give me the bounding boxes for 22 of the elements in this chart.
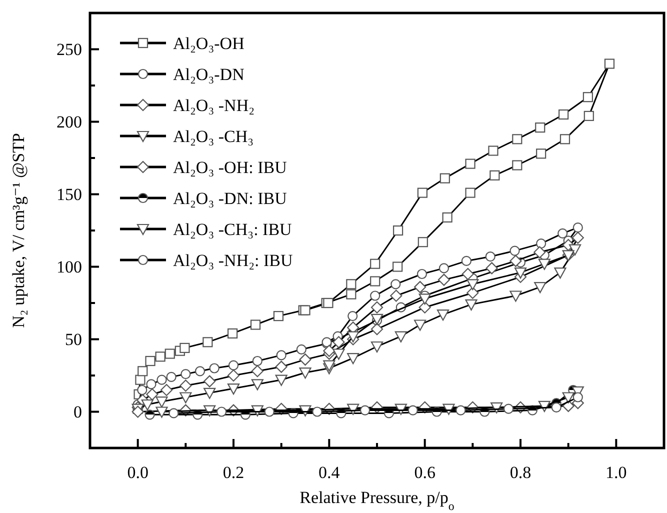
y-tick-label: 250 — [56, 40, 82, 60]
legend-label: Al₂O₃ -NH₂: IBU — [173, 250, 293, 270]
x-tick-label: 1.0 — [606, 463, 627, 482]
y-tick-label: 50 — [65, 330, 82, 350]
legend-label: Al₂O₃ -CH₃: IBU — [173, 220, 292, 239]
x-tick-label: 0.2 — [222, 463, 244, 482]
legend-label: Al₂O₃ -OH: IBU — [173, 158, 287, 177]
x-tick-label: 0.6 — [414, 463, 436, 482]
x-axis-title: Relative Pressure, p/p$_{o}$ — [300, 488, 454, 513]
legend-label: Al₂O₃ -DN: IBU — [173, 188, 287, 208]
legend-label: Al₂O₃ -NH₂ — [173, 96, 255, 115]
y-tick-label: 150 — [56, 185, 82, 204]
y-axis-title: N₂ uptake, V/ cm³g⁻¹ @STP — [9, 133, 28, 328]
y-tick-label: 200 — [56, 112, 82, 132]
x-tick-label: 0.4 — [318, 463, 340, 482]
x-tick-label: 0.8 — [510, 463, 532, 482]
legend-label: Al₂O₃ -CH₃ — [173, 126, 254, 146]
legend-label: Al₂O₃-DN — [173, 64, 244, 84]
legend-label: Al₂O₃-OH — [173, 34, 244, 53]
y-tick-label: 0 — [74, 402, 82, 422]
y-tick-label: 100 — [56, 258, 82, 277]
x-tick-label: 0.0 — [127, 463, 148, 482]
